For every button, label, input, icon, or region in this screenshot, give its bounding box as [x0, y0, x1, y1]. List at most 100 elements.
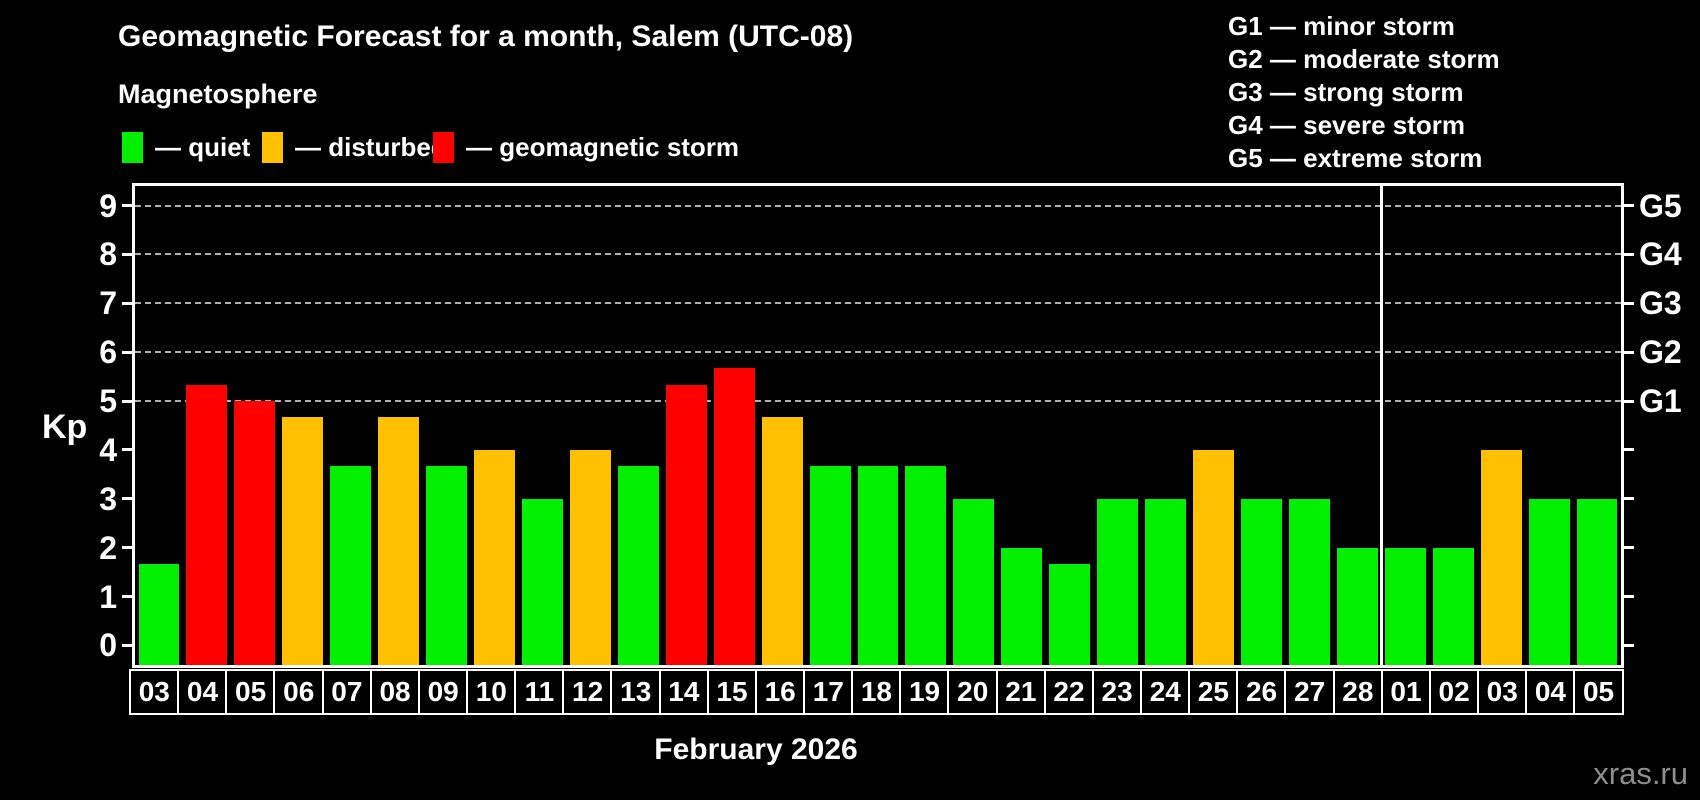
right-tick-3 — [1624, 497, 1634, 501]
kp-bar-day-03 — [1480, 449, 1522, 665]
day-label-08: 08 — [369, 669, 421, 715]
x-axis-day-labels: 03 04 05 06 07 08 09 10 11 12 13 14 15 16 17 18 19 20 21 22… — [129, 669, 1624, 715]
y-tick-label-9: 9 — [99, 187, 117, 224]
kp-bar-day-23 — [1097, 498, 1139, 665]
day-label-16: 16 — [754, 669, 806, 715]
day-label-22: 22 — [1043, 669, 1095, 715]
kp-bar-day-08 — [378, 417, 420, 665]
kp-bar-day-28 — [1336, 547, 1378, 665]
day-label-14: 14 — [658, 669, 710, 715]
right-axis-label-g4: G4 — [1639, 236, 1682, 273]
day-label-05: 05 — [225, 669, 276, 715]
day-label-15: 15 — [706, 669, 758, 715]
watermark: xras.ru — [1593, 756, 1688, 791]
kp-bar-day-09 — [426, 466, 468, 665]
kp-bar-day-05 — [234, 401, 276, 665]
g5-legend-line: G5 — extreme storm — [1228, 143, 1483, 173]
left-tick-4 — [122, 448, 132, 452]
gridline-kp-7 — [135, 302, 1621, 305]
day-label-25: 25 — [1188, 669, 1239, 715]
left-tick-0 — [122, 643, 132, 647]
day-label-01: 01 — [1380, 669, 1432, 715]
g2-legend-line: G2 — moderate storm — [1228, 44, 1500, 74]
right-tick-7 — [1624, 301, 1634, 305]
kp-bar-day-14 — [665, 384, 707, 665]
legend-item-disturbed: — disturbed — [262, 132, 447, 163]
left-tick-6 — [122, 350, 132, 354]
kp-bar-day-12 — [569, 449, 611, 665]
kp-bar-day-15 — [713, 368, 755, 665]
kp-bar-day-20 — [953, 498, 995, 665]
gridline-kp-9 — [135, 204, 1621, 207]
day-label-23: 23 — [1091, 669, 1143, 715]
right-tick-6 — [1624, 350, 1634, 354]
y-tick-label-1: 1 — [99, 578, 117, 615]
g-scale-legend: G1 — minor storm G2 — moderate storm G3 … — [1228, 10, 1500, 175]
kp-bar-day-17 — [809, 466, 851, 665]
day-label-21: 21 — [995, 669, 1047, 715]
kp-bar-day-18 — [857, 466, 899, 665]
y-tick-label-5: 5 — [99, 383, 117, 420]
legend-label-disturbed: — disturbed — [295, 132, 447, 162]
kp-bar-day-22 — [1049, 563, 1091, 665]
day-label-07: 07 — [321, 669, 373, 715]
day-label-05: 05 — [1573, 669, 1624, 715]
y-tick-label-8: 8 — [99, 236, 117, 273]
gridline-kp-5 — [135, 400, 1621, 403]
right-tick-2 — [1624, 546, 1634, 550]
kp-bar-day-02 — [1432, 547, 1474, 665]
kp-bar-day-03 — [138, 563, 180, 665]
day-label-04: 04 — [1525, 669, 1576, 715]
legend-item-storm: — geomagnetic storm — [433, 132, 739, 163]
right-tick-4 — [1624, 448, 1634, 452]
right-tick-0 — [1624, 643, 1634, 647]
page-title: Geomagnetic Forecast for a month, Salem … — [118, 20, 854, 53]
kp-bar-day-10 — [474, 449, 515, 665]
kp-bar-day-16 — [761, 417, 803, 665]
day-label-13: 13 — [610, 669, 662, 715]
kp-bar-day-07 — [330, 466, 372, 665]
left-tick-2 — [122, 546, 132, 550]
day-label-12: 12 — [562, 669, 613, 715]
day-label-09: 09 — [417, 669, 469, 715]
right-tick-1 — [1624, 595, 1634, 599]
kp-bar-day-04 — [1528, 498, 1570, 665]
magnetosphere-subtitle: Magnetosphere — [118, 79, 318, 109]
left-tick-8 — [122, 252, 132, 256]
y-tick-label-6: 6 — [99, 334, 117, 371]
kp-bar-day-26 — [1241, 498, 1282, 665]
day-label-27: 27 — [1284, 669, 1336, 715]
kp-bar-day-24 — [1145, 498, 1187, 665]
g4-legend-line: G4 — severe storm — [1228, 110, 1466, 140]
kp-bar-day-05 — [1576, 498, 1618, 665]
day-label-02: 02 — [1428, 669, 1480, 715]
gridline-kp-8 — [135, 253, 1621, 256]
y-tick-label-2: 2 — [99, 529, 117, 566]
right-tick-8 — [1624, 252, 1634, 256]
kp-bar-day-25 — [1193, 449, 1234, 665]
y-tick-label-3: 3 — [99, 480, 117, 517]
kp-bar-day-13 — [617, 466, 659, 665]
day-label-11: 11 — [514, 669, 565, 715]
kp-bar-day-11 — [521, 498, 563, 665]
y-axis-title: Kp — [42, 408, 88, 446]
gridline-kp-6 — [135, 351, 1621, 354]
quiet-color-swatch — [122, 132, 143, 163]
left-tick-7 — [122, 301, 132, 305]
legend-label-storm: — geomagnetic storm — [466, 132, 740, 162]
right-axis-label-g2: G2 — [1639, 334, 1682, 371]
right-axis-label-g5: G5 — [1639, 187, 1682, 224]
right-axis-label-g1: G1 — [1639, 383, 1682, 420]
day-label-19: 19 — [899, 669, 950, 715]
x-axis-title: February 2026 — [654, 733, 858, 766]
day-label-17: 17 — [802, 669, 854, 715]
g3-legend-line: G3 — strong storm — [1228, 77, 1464, 107]
month-separator-line — [1379, 186, 1383, 665]
left-tick-9 — [122, 204, 132, 208]
y-tick-label-7: 7 — [99, 285, 117, 322]
left-tick-3 — [122, 497, 132, 501]
day-label-03: 03 — [129, 669, 180, 715]
day-label-26: 26 — [1236, 669, 1287, 715]
kp-bar-day-01 — [1384, 547, 1426, 665]
day-label-28: 28 — [1332, 669, 1384, 715]
